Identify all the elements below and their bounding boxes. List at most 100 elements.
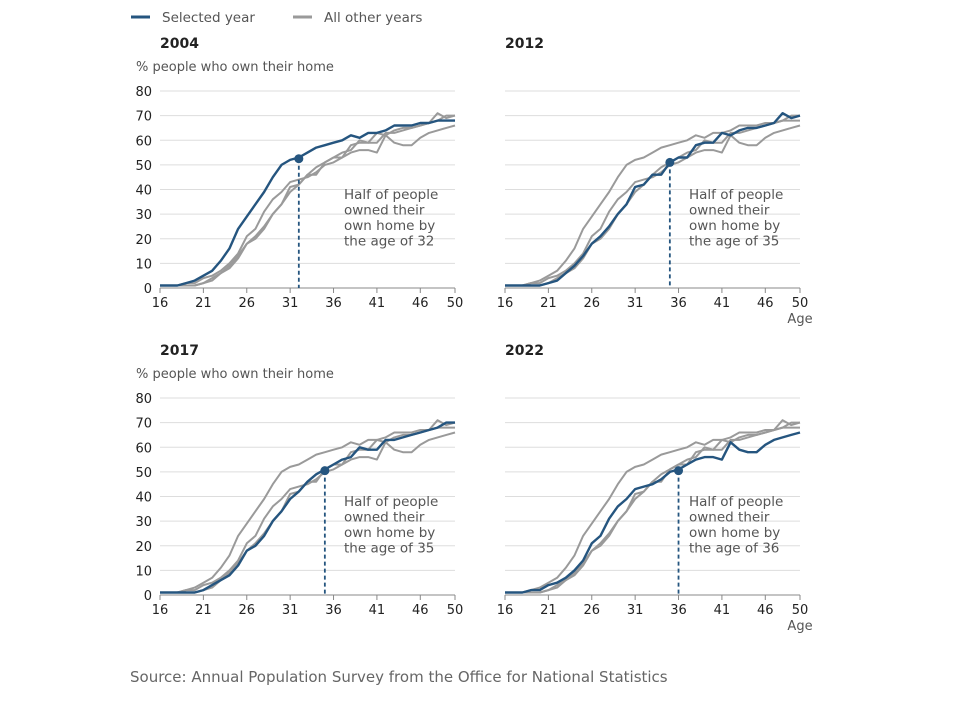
annotation-line: own home by (689, 218, 780, 234)
annotation-line: own home by (689, 525, 780, 541)
x-tick-label: 16 (497, 296, 514, 311)
x-tick-label: 21 (540, 603, 557, 618)
x-tick-label: 41 (369, 296, 386, 311)
half-ownership-marker (320, 466, 330, 476)
x-tick-label: 16 (152, 603, 169, 618)
legend-other-label: All other years (324, 10, 422, 26)
legend-selected-label: Selected year (162, 10, 255, 26)
series-line-other-2004 (160, 426, 455, 594)
x-tick-label: 41 (714, 603, 731, 618)
series-line-other-2022 (505, 124, 801, 287)
x-tick-label: 16 (497, 603, 514, 618)
annotation-line: the age of 36 (689, 541, 779, 557)
annotation: Half of people owned their own home by the … (344, 494, 438, 557)
y-tick-label: 80 (135, 392, 152, 407)
x-tick-label: 26 (583, 603, 600, 618)
half-ownership-marker (674, 466, 684, 476)
y-tick-label: 70 (135, 110, 152, 125)
y-tick-label: 40 (135, 491, 152, 506)
annotation: Half of people owned their own home by the … (689, 494, 783, 557)
x-tick-label: 41 (369, 603, 386, 618)
series-line-other-2004 (505, 119, 800, 287)
x-tick-label: 36 (325, 603, 342, 618)
x-tick-label: 46 (757, 296, 774, 311)
annotation-line: the age of 35 (689, 234, 779, 250)
x-axis-label: Age (787, 312, 812, 327)
series-line-selected-2004 (160, 119, 455, 287)
x-tick-label: 21 (540, 296, 557, 311)
panel-title: 2017 (160, 343, 199, 359)
annotation-line: own home by (344, 525, 435, 541)
legend: Selected year All other years (131, 10, 422, 26)
x-tick-label: 26 (583, 296, 600, 311)
panel-title: 2022 (505, 343, 544, 359)
y-tick-label: 70 (135, 417, 152, 432)
x-tick-label: 41 (714, 296, 731, 311)
annotation-line: owned their (344, 203, 425, 219)
x-tick-label: 36 (670, 296, 687, 311)
x-tick-label: 50 (792, 603, 809, 618)
series-line-other-2022 (160, 124, 456, 287)
y-tick-label: 20 (135, 540, 152, 555)
y-tick-label: 0 (144, 589, 152, 604)
annotation-line: owned their (344, 510, 425, 526)
series-line-other-2004 (505, 426, 800, 594)
y-tick-label: 30 (135, 515, 152, 530)
annotation: Half of people owned their own home by the … (689, 187, 783, 250)
x-tick-label: 36 (670, 603, 687, 618)
series-line-selected-2017 (160, 421, 455, 594)
y-axis-label: % people who own their home (136, 367, 334, 382)
y-axis-label: % people who own their home (136, 60, 334, 75)
annotation-line: Half of people (344, 494, 438, 510)
x-tick-label: 26 (238, 296, 255, 311)
series-line-other-2022 (160, 431, 456, 594)
annotation-line: Half of people (344, 187, 438, 203)
series-line-selected-2012 (505, 111, 801, 287)
y-tick-label: 50 (135, 159, 152, 174)
annotation-line: the age of 35 (344, 541, 434, 557)
y-tick-label: 60 (135, 134, 152, 149)
annotation: Half of people owned their own home by the … (344, 187, 438, 250)
x-tick-label: 31 (282, 603, 299, 618)
panel-2017: 2017 % people who own their home 0 10 20 30 40… (135, 343, 463, 618)
x-tick-label: 46 (412, 296, 429, 311)
y-tick-label: 0 (144, 282, 152, 297)
annotation-line: owned their (689, 510, 770, 526)
x-tick-label: 21 (195, 603, 212, 618)
y-tick-label: 80 (135, 85, 152, 100)
y-tick-label: 60 (135, 441, 152, 456)
x-tick-label: 46 (757, 603, 774, 618)
y-tick-label: 10 (135, 257, 152, 272)
annotation-line: Half of people (689, 494, 783, 510)
source-note: Source: Annual Population Survey from th… (130, 668, 668, 686)
y-tick-label: 10 (135, 564, 152, 579)
x-axis-label: Age (787, 619, 812, 634)
panel-title: 2012 (505, 36, 544, 52)
x-tick-label: 31 (627, 603, 644, 618)
x-tick-label: 50 (447, 296, 464, 311)
annotation-line: owned their (689, 203, 770, 219)
x-tick-label: 31 (282, 296, 299, 311)
y-tick-label: 40 (135, 184, 152, 199)
x-tick-label: 36 (325, 296, 342, 311)
half-ownership-marker (665, 157, 675, 167)
x-tick-label: 16 (152, 296, 169, 311)
y-tick-label: 50 (135, 466, 152, 481)
y-tick-label: 30 (135, 208, 152, 223)
annotation-line: the age of 32 (344, 234, 434, 250)
x-tick-label: 50 (447, 603, 464, 618)
panel-title: 2004 (160, 36, 199, 52)
x-tick-label: 31 (627, 296, 644, 311)
x-tick-label: 21 (195, 296, 212, 311)
series-line-selected-2022 (505, 431, 801, 594)
x-tick-label: 46 (412, 603, 429, 618)
x-tick-label: 50 (792, 296, 809, 311)
panels: 2004 % people who own their home 0 10 20 30 40… (135, 36, 812, 634)
half-ownership-marker (294, 154, 304, 164)
series-line-other-2017 (160, 114, 455, 287)
panel-2004: 2004 % people who own their home 0 10 20 30 40… (135, 36, 463, 311)
series-line-other-2017 (505, 421, 800, 594)
